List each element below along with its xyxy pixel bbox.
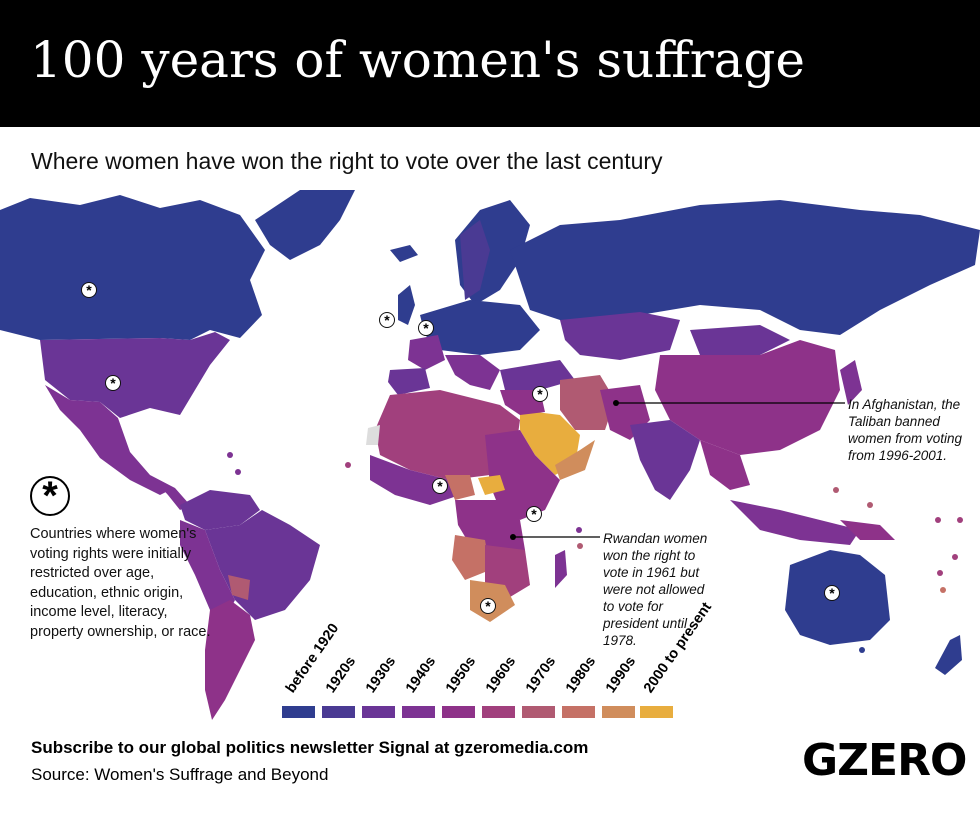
region-western-europe <box>420 300 540 355</box>
asterisk-marker-australia: * <box>824 585 840 601</box>
afghanistan-annotation: In Afghanistan, the Taliban banned women… <box>848 397 963 463</box>
region-east-africa <box>485 430 560 520</box>
region-north-africa <box>375 390 520 480</box>
legend-swatch-1950s <box>442 706 475 718</box>
header-bar: 100 years of women's suffrage <box>0 0 980 127</box>
island-dot <box>859 647 865 653</box>
region-usa <box>40 332 230 418</box>
island-dot <box>937 570 943 576</box>
asterisk-marker-kenya: * <box>526 506 542 522</box>
region-western-sahara <box>366 425 380 445</box>
asterisk-marker-canada: * <box>81 282 97 298</box>
region-papua <box>840 520 895 540</box>
island-dot <box>867 502 873 508</box>
region-southeast-asia <box>700 440 750 490</box>
region-argentina-chile <box>205 600 255 720</box>
legend-swatch-1930s <box>362 706 395 718</box>
world-map <box>0 190 980 720</box>
region-new-zealand <box>935 635 962 675</box>
asterisk-marker-iraq: * <box>532 386 548 402</box>
legend-swatch-1940s <box>402 706 435 718</box>
island-dot <box>952 554 958 560</box>
island-dot <box>235 469 241 475</box>
legend-swatch-1920s <box>322 706 355 718</box>
page-title: 100 years of women's suffrage <box>30 31 806 89</box>
legend-swatch-2000-to-present <box>640 706 673 718</box>
afghanistan-leader-dot <box>613 400 619 406</box>
rwanda-annotation: Rwandan women won the right to vote in 1… <box>603 531 708 648</box>
region-japan <box>840 360 862 405</box>
region-peru-bolivia <box>180 520 235 620</box>
island-dot <box>577 543 583 549</box>
region-italy-balkans <box>445 355 500 390</box>
region-mongolia <box>690 325 790 355</box>
page-subtitle: Where women have won the right to vote o… <box>31 148 663 174</box>
region-madagascar <box>555 550 567 588</box>
gzero-logo: GZERO <box>802 735 967 786</box>
region-colombia-venezuela <box>180 490 260 530</box>
island-dot <box>935 517 941 523</box>
region-south-sudan <box>478 475 505 495</box>
asterisk-legend-icon: * <box>30 476 70 516</box>
region-iberia <box>388 368 430 395</box>
island-dot <box>957 517 963 523</box>
region-arabian-peninsula <box>520 410 580 475</box>
island-dot <box>940 587 946 593</box>
region-turkey-caucasus <box>500 360 575 390</box>
region-iran <box>560 375 615 430</box>
region-paraguay <box>228 575 250 600</box>
region-angola <box>452 535 490 580</box>
region-sweden <box>460 220 490 300</box>
region-yemen-oman <box>555 440 595 480</box>
source-text: Source: Women's Suffrage and Beyond <box>31 765 329 784</box>
region-india <box>630 420 700 500</box>
region-china <box>655 340 840 455</box>
region-iceland <box>390 245 418 262</box>
asterisk-marker-uk: * <box>379 312 395 328</box>
legend-swatch-1980s <box>562 706 595 718</box>
legend-swatch-1990s <box>602 706 635 718</box>
asterisk-marker-nigeria: * <box>432 478 448 494</box>
region-greenland <box>255 190 355 260</box>
island-dot <box>227 452 233 458</box>
region-indonesia <box>730 500 860 545</box>
island-dot <box>576 527 582 533</box>
region-canada <box>0 195 265 340</box>
asterisk-marker-usa: * <box>105 375 121 391</box>
island-dot <box>345 462 351 468</box>
asterisk-marker-south-africa: * <box>480 598 496 614</box>
region-russia <box>510 200 980 335</box>
asterisk-legend-text: Countries where women's voting rights we… <box>30 526 211 640</box>
legend-swatch-1960s <box>482 706 515 718</box>
region-france <box>408 335 445 370</box>
region-central-america <box>150 475 190 510</box>
subscribe-text: Subscribe to our global politics newslet… <box>31 738 589 757</box>
region-kazakhstan <box>560 312 680 360</box>
rwanda-leader-dot <box>510 534 516 540</box>
region-uk <box>398 285 415 325</box>
asterisk-marker-belgium: * <box>418 320 434 336</box>
legend-swatch-before-1920 <box>282 706 315 718</box>
region-mexico <box>45 385 170 495</box>
region-nigeria <box>445 475 475 500</box>
legend-swatch-1970s <box>522 706 555 718</box>
island-dot <box>833 487 839 493</box>
